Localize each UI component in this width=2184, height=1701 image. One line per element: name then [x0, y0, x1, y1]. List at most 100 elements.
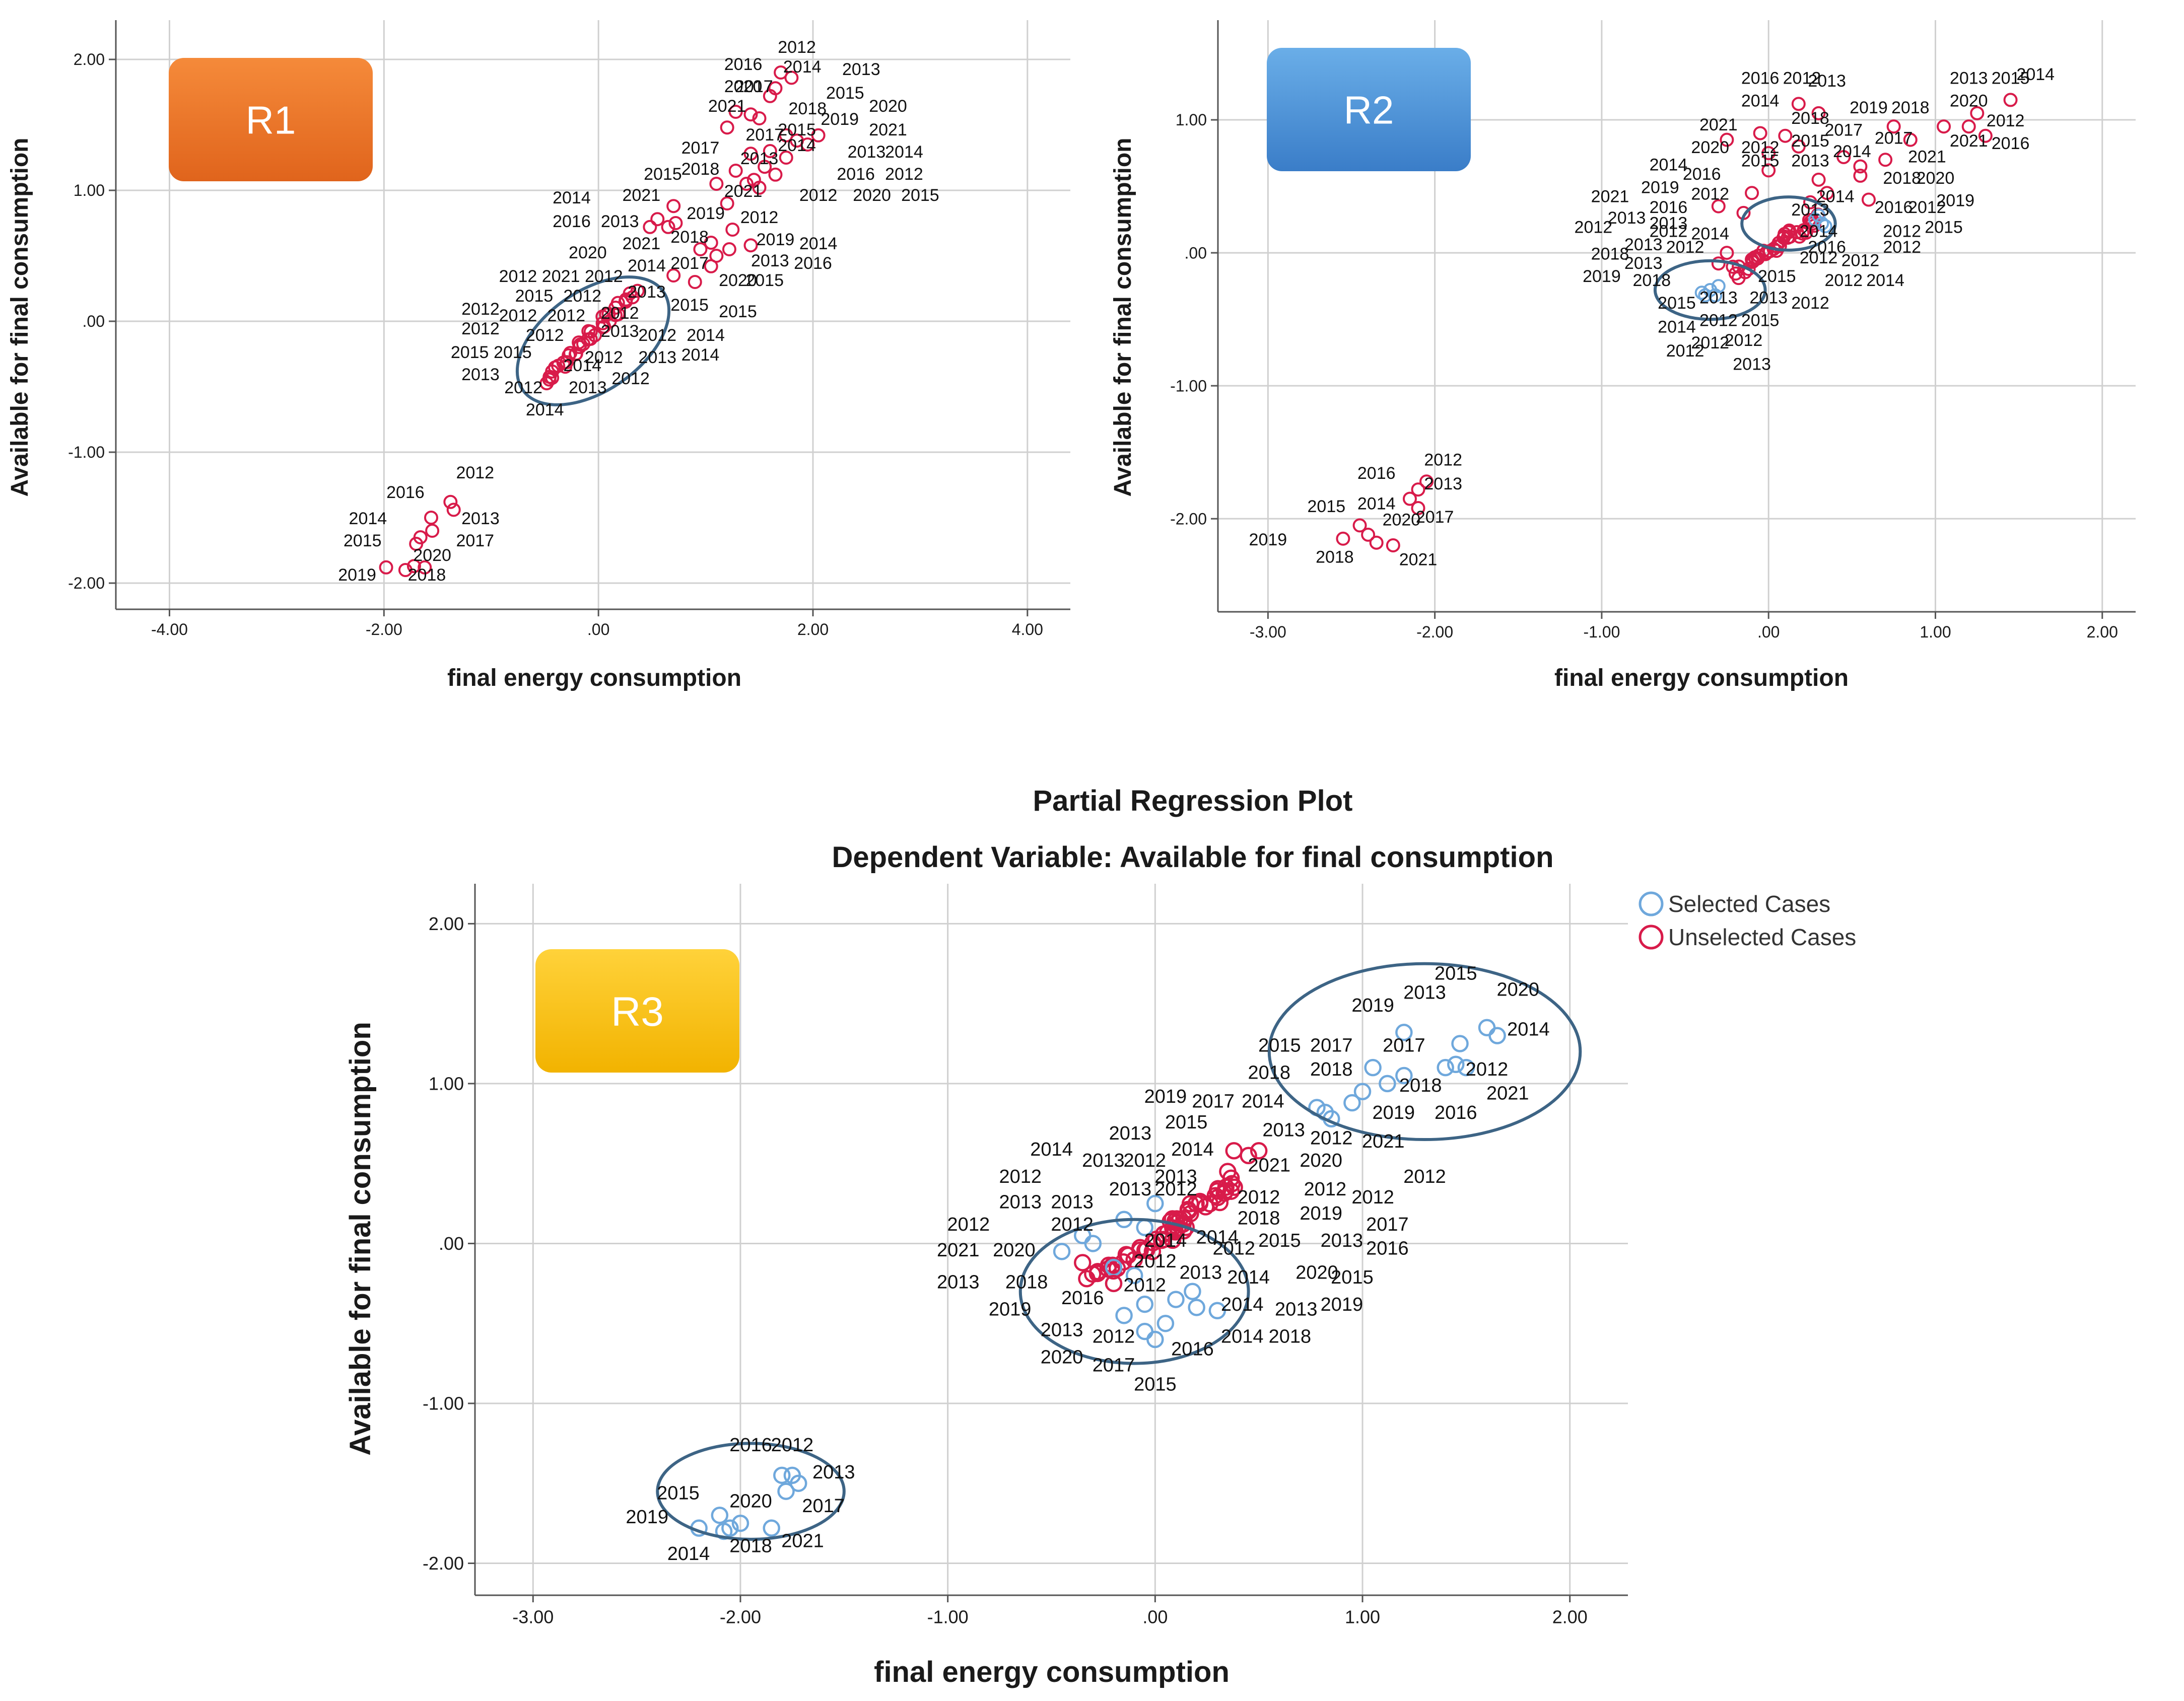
unselected-case-point	[1820, 186, 1834, 200]
unselected-case-point	[743, 107, 758, 122]
point-year-label: 2012	[1424, 451, 1462, 470]
point-year-label: 2015	[1165, 1112, 1208, 1133]
point-year-label: 2021	[1699, 115, 1738, 134]
y-tick-label: -1.00	[423, 1393, 464, 1414]
unselected-case-point	[739, 177, 754, 191]
unselected-case-point	[1222, 1182, 1240, 1200]
unselected-case-point	[1352, 518, 1367, 533]
point-year-label: 2015	[1258, 1230, 1301, 1251]
y-tick-label: 1.00	[74, 181, 105, 199]
point-year-label: 2014	[349, 509, 387, 528]
unselected-case-point	[1937, 119, 1951, 134]
badge-label: R3	[611, 989, 664, 1035]
legend-label-unselected: Unselected Cases	[1668, 924, 1856, 950]
y-tick-label: -2.00	[1170, 510, 1207, 528]
selected-case-point	[1208, 1302, 1226, 1320]
y-tick-label: -2.00	[423, 1553, 464, 1574]
legend: Selected Cases Unselected Cases	[1639, 891, 1856, 950]
point-year-label: 2016	[837, 165, 875, 184]
point-year-label: 2012	[585, 267, 623, 286]
x-axis-title: final energy consumption	[1554, 665, 1849, 691]
highlight-ellipse	[1267, 962, 1582, 1142]
point-year-label: 2013	[937, 1271, 980, 1293]
point-year-label: 2015	[778, 120, 816, 139]
point-year-label: 2016	[729, 1435, 772, 1456]
unselected-case-point	[1369, 535, 1384, 550]
point-year-label: 2021	[1950, 131, 1988, 151]
point-year-label: 2014	[1741, 92, 1780, 111]
point-year-label: 2016	[1650, 198, 1688, 217]
unselected-case-point	[1811, 172, 1826, 187]
point-year-label: 2019	[1249, 530, 1287, 549]
unselected-case-point	[1419, 474, 1434, 489]
point-year-label: 2017	[735, 77, 773, 96]
data-points	[690, 1019, 1506, 1540]
point-year-label: 2017	[745, 125, 784, 145]
selected-case-point	[1815, 216, 1829, 231]
region-badge-r3: R3	[535, 949, 739, 1073]
legend-marker-selected	[1639, 891, 1664, 916]
unselected-case-point	[1745, 186, 1759, 200]
point-year-label: 2014	[563, 356, 601, 375]
unselected-case-point	[379, 560, 393, 575]
unselected-case-point	[650, 212, 665, 227]
point-year-label: 2012	[585, 348, 623, 367]
highlight-ellipses	[515, 275, 671, 406]
region-badge-r2: R2	[1267, 48, 1471, 171]
unselected-case-point	[1240, 1147, 1257, 1165]
unselected-case-point	[688, 275, 702, 289]
unselected-case-point	[1886, 119, 1901, 134]
x-tick-label: 2.00	[797, 620, 829, 639]
chart-r3: Partial Regression Plot Dependent Variab…	[344, 785, 1856, 1688]
y-tick-label: -2.00	[68, 574, 105, 592]
unselected-case-point	[1790, 225, 1804, 240]
point-year-label: 2012	[1883, 238, 1921, 257]
point-year-label: 2015	[494, 343, 532, 362]
point-year-label: 2013	[1791, 200, 1829, 220]
point-year-label: 2015	[1741, 151, 1780, 170]
legend-marker-unselected	[1639, 925, 1664, 950]
point-year-label: 2013	[999, 1192, 1042, 1213]
point-year-label: 2014	[1866, 271, 1904, 290]
unselected-case-point	[752, 180, 767, 195]
selected-case-point	[1156, 1314, 1175, 1332]
point-year-label: 2012	[547, 306, 585, 325]
x-tick-label: -4.00	[151, 620, 188, 639]
point-year-label: 2017	[456, 531, 494, 550]
point-year-label: 2015	[1258, 1035, 1301, 1056]
point-year-label: 2013	[751, 251, 789, 270]
point-year-label: 2012	[1466, 1059, 1509, 1080]
unselected-case-point	[1187, 1195, 1205, 1213]
x-tick-label: 2.00	[2087, 623, 2118, 641]
y-tick-label: 2.00	[74, 50, 105, 68]
unselected-case-point	[1861, 192, 1876, 207]
unselected-case-point	[1903, 132, 1918, 147]
point-year-label: 2013	[1749, 288, 1788, 307]
point-year-label: 2014	[1030, 1139, 1073, 1160]
point-year-label: 2021	[542, 267, 580, 286]
unselected-case-point	[693, 242, 708, 256]
point-year-label: 2016	[794, 254, 832, 273]
point-year-label: 2018	[408, 565, 446, 585]
point-year-label: 2012	[1304, 1179, 1347, 1200]
unselected-case-point	[1105, 1274, 1123, 1293]
point-year-label: 2012	[1883, 222, 1921, 241]
x-tick-label: -3.00	[1250, 623, 1286, 641]
point-year-label: 2020	[993, 1240, 1036, 1261]
y-axis-title: Available for final consumption	[1110, 138, 1136, 497]
point-year-label: 2015	[1331, 1267, 1374, 1288]
point-year-label: 2019	[1373, 1102, 1415, 1123]
unselected-case-point	[643, 220, 657, 234]
point-year-label: 2019	[687, 204, 725, 223]
unselected-case-point	[790, 133, 804, 148]
unselected-case-point	[743, 238, 758, 253]
point-year-label: 2012	[1134, 1251, 1177, 1272]
point-year-label: 2018	[1591, 244, 1629, 263]
point-year-label: 2012	[885, 165, 923, 184]
point-year-label: 2017	[670, 254, 709, 273]
unselected-case-point	[758, 160, 772, 174]
unselected-case-point	[1411, 482, 1425, 497]
point-year-label: 2020	[1497, 979, 1540, 1000]
selected-case-point	[1146, 1194, 1164, 1213]
